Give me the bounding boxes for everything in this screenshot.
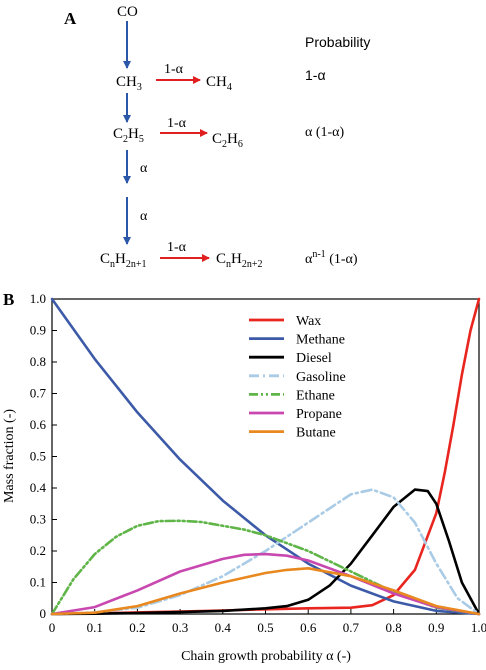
panel-a-label: A bbox=[64, 9, 77, 28]
species-c2h5: C2H5 bbox=[113, 126, 144, 145]
species-c2h6: C2H6 bbox=[212, 131, 243, 150]
legend-label-butane: Butane bbox=[296, 426, 336, 441]
plot-series bbox=[50, 297, 481, 616]
series-line-butane bbox=[50, 566, 481, 616]
plot-legend: Wax Methane Diesel Gasoline Ethane Propane But… bbox=[249, 314, 346, 441]
y-tick-label: 0.4 bbox=[30, 480, 47, 495]
plot-axes: 0 0.1 0.2 0.3 0.4 0.5 0.6 0.7 0.8 0.9 1.0 0 0.1 0.2 0.… bbox=[30, 291, 486, 635]
probability-ch3: 1-α bbox=[305, 67, 326, 83]
legend-label-diesel: Diesel bbox=[296, 351, 332, 366]
x-tick-label: 0.2 bbox=[129, 620, 145, 635]
x-tick-label: 0.3 bbox=[172, 620, 188, 635]
y-tick-label: 0.8 bbox=[30, 354, 46, 369]
rate-cn: 1-α bbox=[167, 240, 187, 255]
panel-a: A Probability CO α α CH3 1-α CH4 1-α C2H… bbox=[64, 4, 370, 270]
x-tick-label: 0 bbox=[49, 620, 56, 635]
species-cnh2n2: CnH2n+2 bbox=[216, 251, 263, 270]
x-tick-label: 0.7 bbox=[343, 620, 360, 635]
y-tick-label: 0 bbox=[40, 606, 47, 621]
probability-header: Probability bbox=[305, 34, 370, 50]
rate-c2h5: 1-α bbox=[167, 116, 187, 131]
x-tick-label: 0.1 bbox=[87, 620, 103, 635]
x-tick-label: 0.6 bbox=[300, 620, 317, 635]
species-co: CO bbox=[117, 4, 138, 20]
y-tick-label: 0.9 bbox=[30, 323, 46, 338]
growth-alpha-2: α bbox=[140, 209, 148, 224]
panel-b: B 0 0.1 0.2 0.3 0.4 0.5 0.6 0.7 0.8 0.9 1.0 0 0.1 0.2… bbox=[2, 290, 486, 664]
species-cnh2n1: CnH2n+1 bbox=[100, 251, 147, 270]
rate-ch3: 1-α bbox=[164, 62, 184, 77]
y-tick-label: 0.1 bbox=[30, 575, 46, 590]
legend-label-propane: Propane bbox=[296, 407, 342, 422]
series-line-ethane bbox=[50, 519, 481, 616]
x-axis-label: Chain growth probability α (-) bbox=[181, 649, 351, 664]
y-axis-label: Mass fraction (-) bbox=[2, 409, 17, 503]
x-tick-label: 0.9 bbox=[428, 620, 444, 635]
growth-alpha-1: α bbox=[140, 161, 148, 176]
series-line-gasoline bbox=[50, 488, 481, 616]
probability-cn: αn-1 (1-α) bbox=[305, 249, 358, 267]
panel-b-label: B bbox=[3, 290, 14, 309]
y-tick-label: 0.2 bbox=[30, 543, 46, 558]
y-tick-label: 0.7 bbox=[30, 386, 47, 401]
y-tick-label: 1.0 bbox=[30, 291, 46, 306]
species-ch4: CH4 bbox=[206, 74, 232, 93]
x-tick-label: 1.0 bbox=[471, 620, 486, 635]
x-tick-label: 0.4 bbox=[215, 620, 232, 635]
y-tick-label: 0.3 bbox=[30, 512, 46, 527]
y-tick-label: 0.5 bbox=[30, 449, 46, 464]
legend-label-wax: Wax bbox=[296, 314, 321, 329]
legend-label-gasoline: Gasoline bbox=[296, 370, 346, 385]
legend-label-ethane: Ethane bbox=[296, 388, 335, 403]
probability-c2h5: α (1-α) bbox=[305, 125, 344, 140]
x-tick-label: 0.8 bbox=[385, 620, 401, 635]
y-tick-label: 0.6 bbox=[30, 417, 47, 432]
x-tick-label: 0.5 bbox=[257, 620, 273, 635]
series-line-propane bbox=[50, 552, 481, 616]
legend-label-methane: Methane bbox=[296, 333, 345, 348]
series-line-wax bbox=[50, 297, 481, 616]
species-ch3: CH3 bbox=[116, 74, 142, 93]
